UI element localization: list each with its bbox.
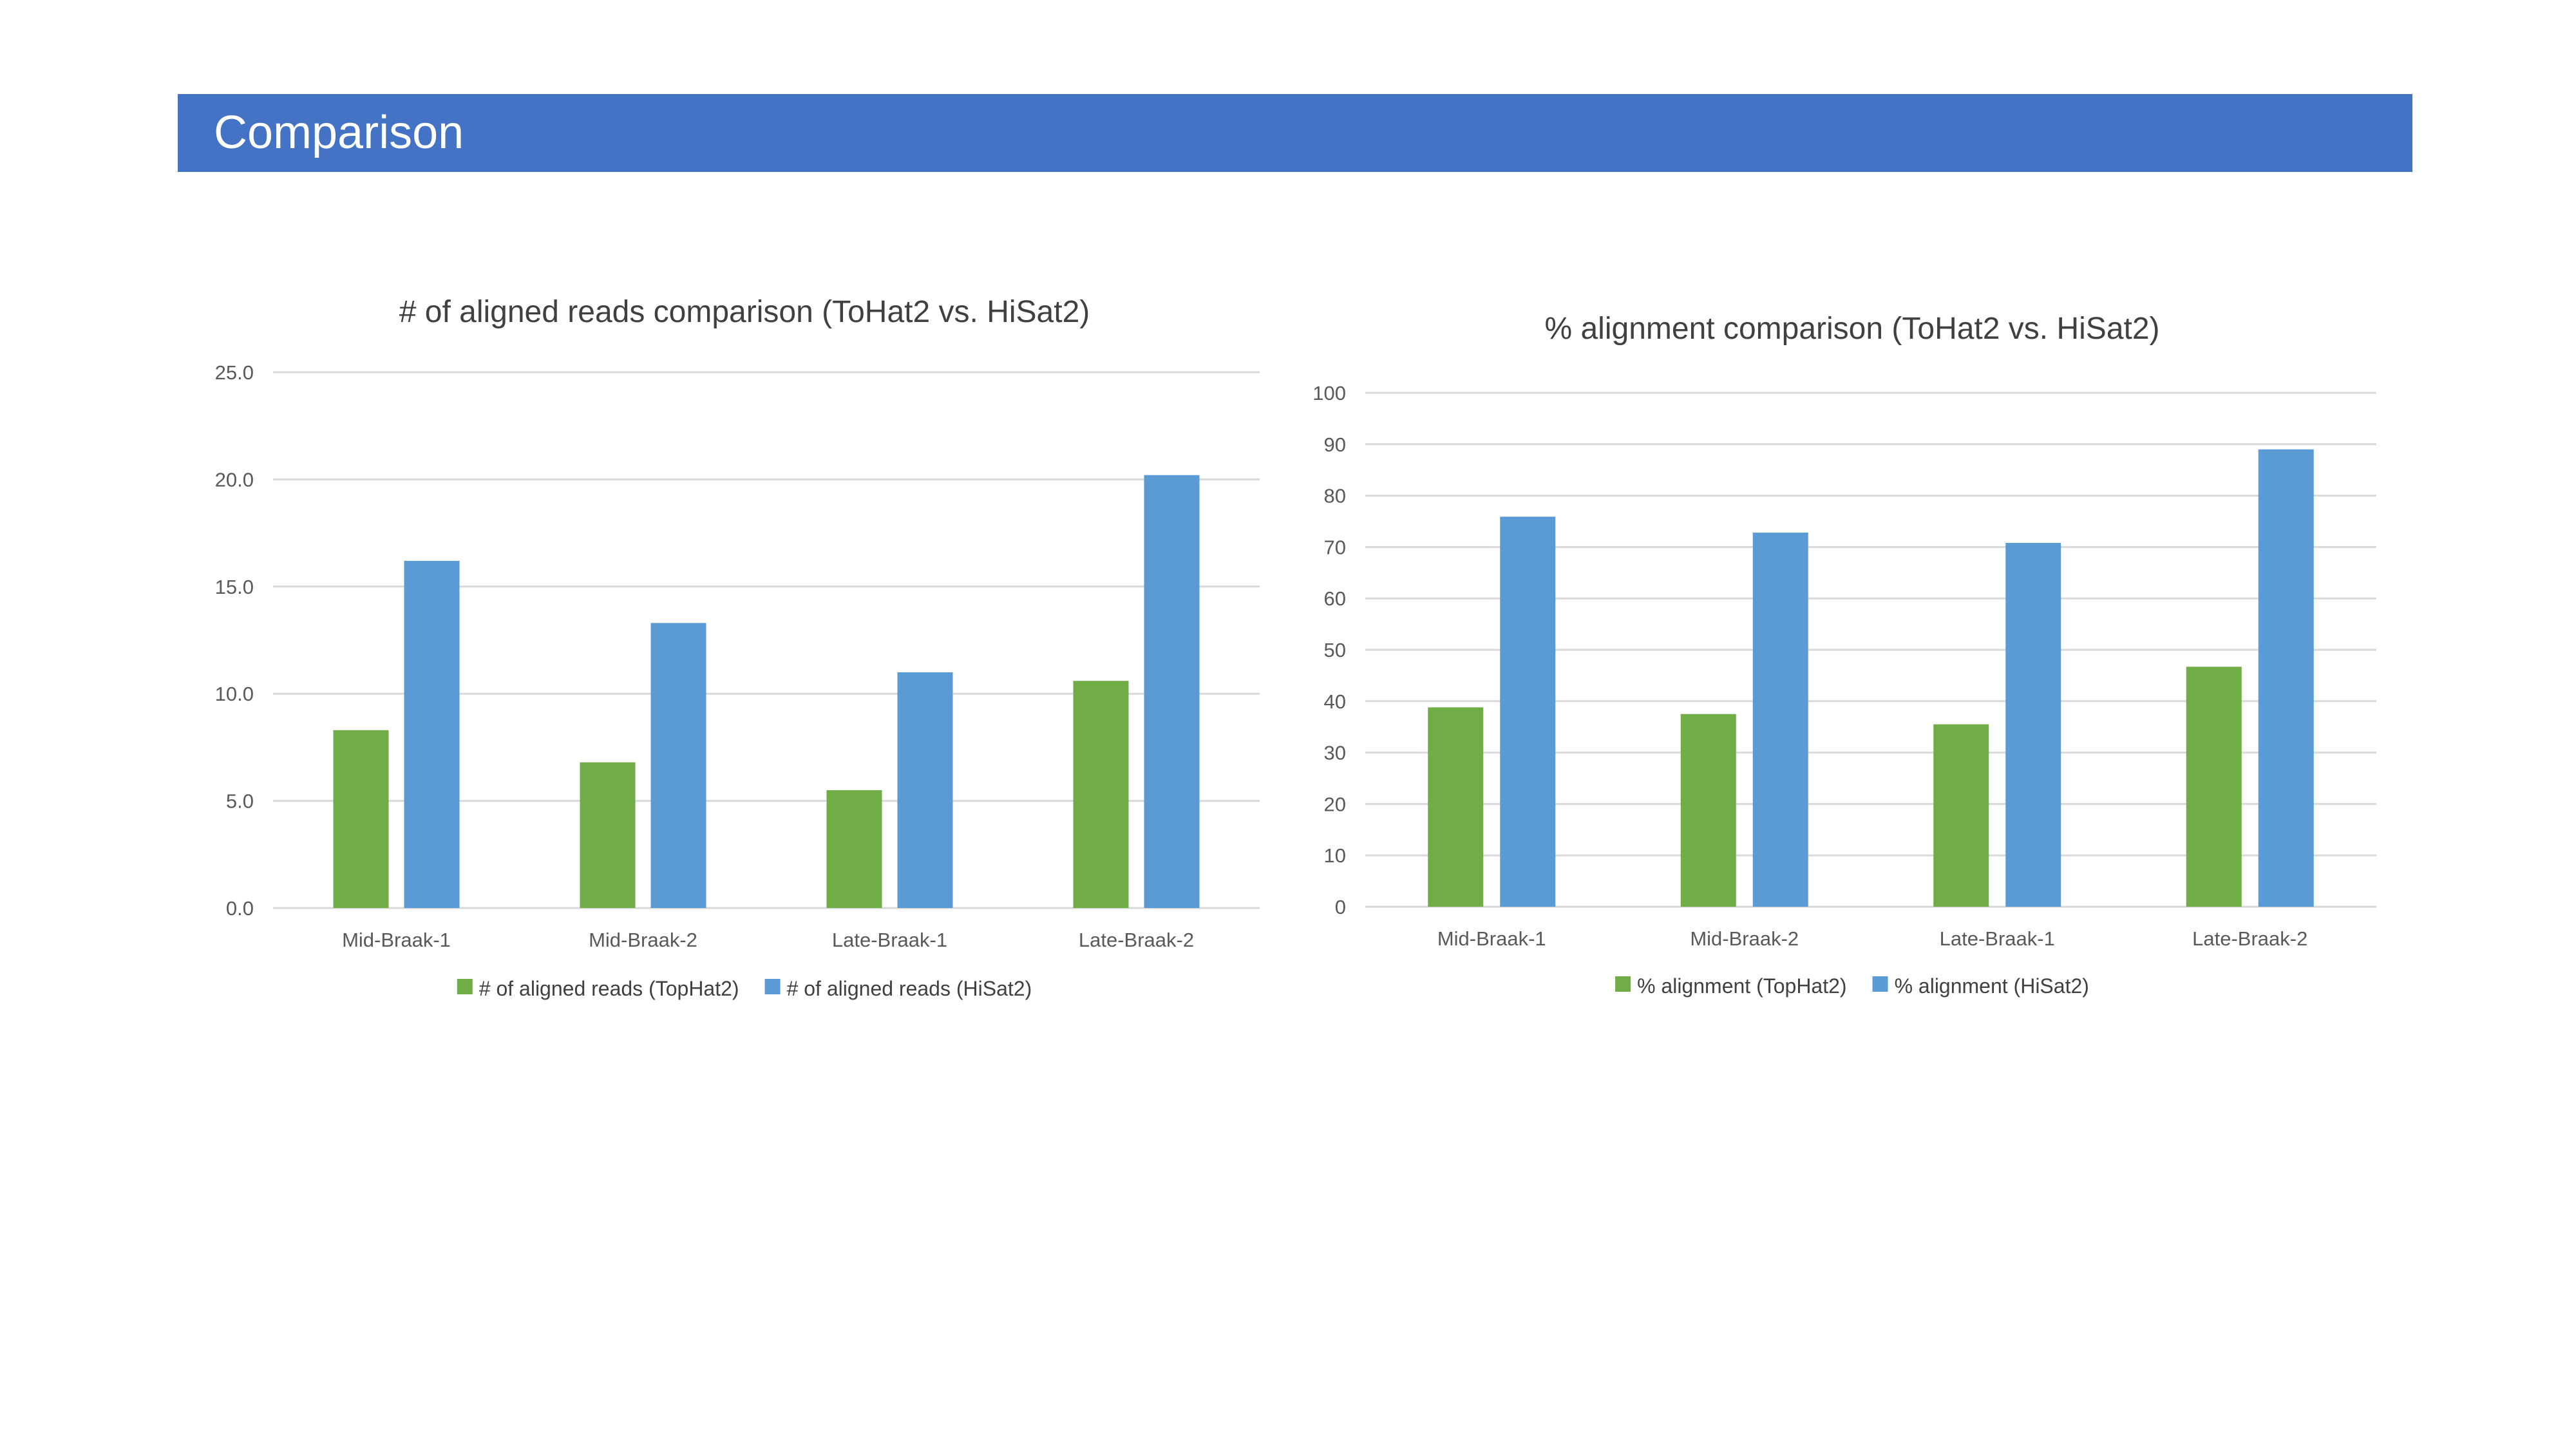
- slide-title: Comparison: [214, 107, 464, 158]
- y-tick-label: 10.0: [215, 683, 254, 705]
- y-tick-label: 5.0: [226, 790, 254, 813]
- y-tick-label: 25.0: [215, 361, 254, 384]
- legend-label: % alignment (HiSat2): [1895, 974, 2089, 998]
- y-tick-label: 50: [1324, 639, 1346, 661]
- bar-hisat2: [2005, 543, 2061, 907]
- x-category-label: Mid-Braak-2: [1690, 927, 1799, 950]
- legend-swatch: [457, 979, 473, 994]
- slide-header: Comparison: [178, 94, 2412, 172]
- y-tick-label: 10: [1324, 844, 1346, 867]
- bar-tophat2: [1933, 724, 1989, 907]
- y-tick-label: 0: [1335, 896, 1346, 918]
- x-category-label: Late-Braak-1: [832, 929, 947, 951]
- legend-swatch: [764, 979, 781, 994]
- y-tick-label: 20: [1324, 793, 1346, 815]
- x-category-label: Mid-Braak-2: [589, 929, 697, 951]
- bar-tophat2: [1073, 681, 1129, 908]
- bar-tophat2: [333, 730, 389, 908]
- bar-tophat2: [826, 790, 882, 908]
- legend-label: # of aligned reads (HiSat2): [787, 977, 1032, 1000]
- y-tick-label: 15.0: [215, 576, 254, 598]
- y-tick-label: 0.0: [226, 897, 254, 920]
- bar-hisat2: [650, 623, 706, 908]
- chart-title: % alignment comparison (ToHat2 vs. HiSat…: [1544, 312, 2159, 346]
- legend-swatch: [1615, 976, 1631, 992]
- bar-hisat2: [1500, 516, 1556, 907]
- legend-label: # of aligned reads (TopHat2): [479, 977, 739, 1000]
- x-category-label: Late-Braak-2: [2192, 927, 2307, 950]
- bar-hisat2: [897, 672, 953, 908]
- bar-tophat2: [580, 762, 636, 908]
- y-tick-label: 30: [1324, 742, 1346, 764]
- bar-tophat2: [1680, 714, 1736, 907]
- x-category-label: Late-Braak-2: [1079, 929, 1194, 951]
- bar-hisat2: [404, 560, 460, 908]
- bar-hisat2: [1752, 533, 1808, 907]
- y-tick-label: 20.0: [215, 468, 254, 491]
- bar-hisat2: [1144, 475, 1200, 908]
- x-category-label: Mid-Braak-1: [1437, 927, 1546, 950]
- chart-svg: # of aligned reads comparison (ToHat2 vs…: [215, 295, 1260, 1000]
- chart-svg: % alignment comparison (ToHat2 vs. HiSat…: [1312, 312, 2376, 998]
- bar-hisat2: [2258, 449, 2314, 907]
- x-category-label: Mid-Braak-1: [342, 929, 451, 951]
- legend-label: % alignment (TopHat2): [1637, 974, 1846, 998]
- alignment-percent-chart: % alignment comparison (ToHat2 vs. HiSat…: [1285, 283, 2412, 1030]
- bar-tophat2: [1428, 707, 1484, 907]
- y-tick-label: 70: [1324, 536, 1346, 558]
- legend: # of aligned reads (TopHat2) # of aligned…: [457, 977, 1032, 1000]
- y-tick-label: 40: [1324, 690, 1346, 713]
- y-tick-label: 80: [1324, 485, 1346, 507]
- y-tick-label: 90: [1324, 433, 1346, 456]
- legend-swatch: [1872, 976, 1888, 992]
- x-category-label: Late-Braak-1: [1940, 927, 2055, 950]
- y-tick-label: 100: [1312, 382, 1346, 404]
- y-tick-label: 60: [1324, 587, 1346, 610]
- chart-title: # of aligned reads comparison (ToHat2 vs…: [399, 295, 1090, 329]
- legend: % alignment (TopHat2) % alignment (HiSat2…: [1615, 974, 2089, 998]
- bar-tophat2: [2186, 667, 2242, 907]
- aligned-reads-chart: # of aligned reads comparison (ToHat2 vs…: [178, 283, 1285, 1030]
